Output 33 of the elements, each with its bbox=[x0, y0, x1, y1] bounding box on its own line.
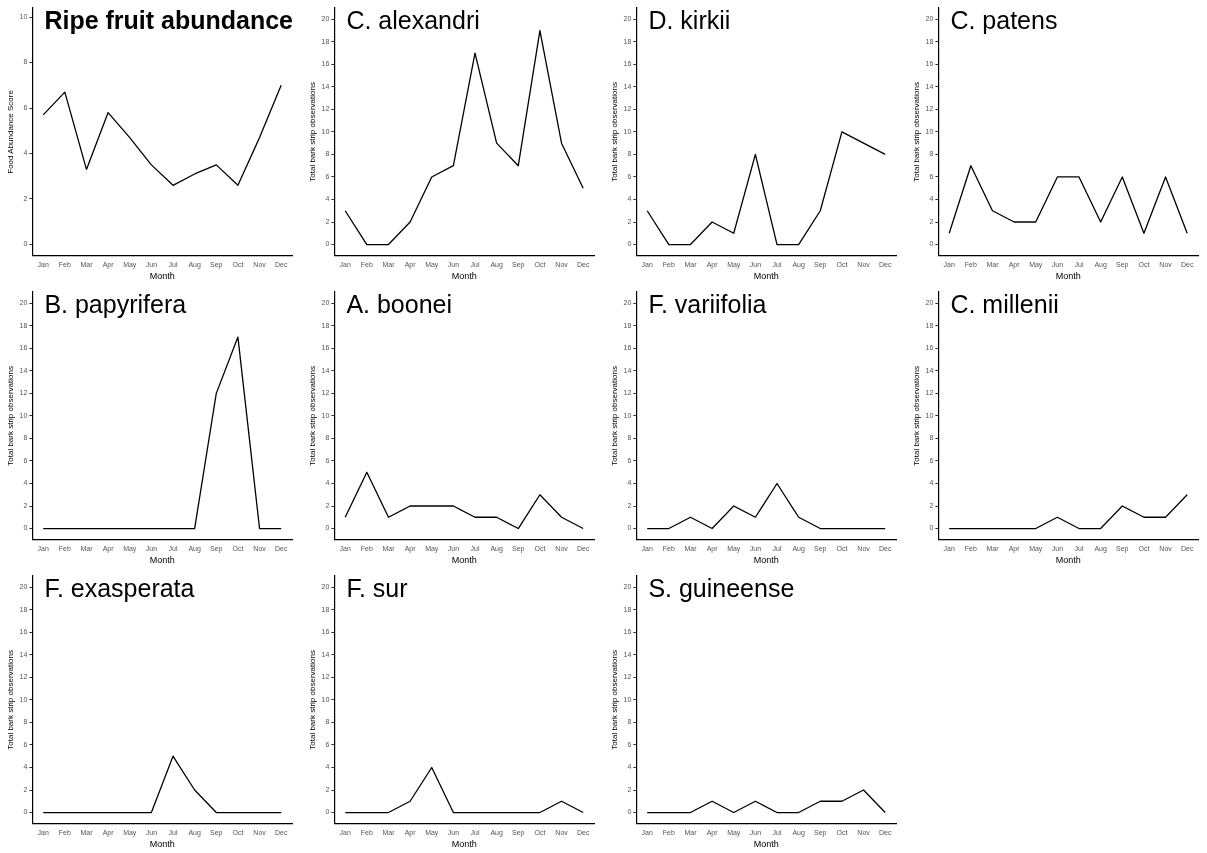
y-axis-title: Total bark strip observations bbox=[308, 82, 317, 182]
x-axis-title: Month bbox=[451, 271, 477, 282]
chart-title: Ripe fruit abundance bbox=[44, 6, 294, 35]
y-axis-title: Total bark strip observations bbox=[6, 366, 15, 466]
chart-title: F. variifolia bbox=[648, 290, 767, 319]
x-axis-title: Month bbox=[1055, 271, 1081, 282]
y-axis-title: Total bark strip observations bbox=[610, 650, 619, 750]
y-axis-title: Total bark strip observations bbox=[912, 82, 921, 182]
x-axis-title: Month bbox=[753, 555, 779, 566]
chart-title: F. exasperata bbox=[44, 574, 195, 603]
x-axis-title: Month bbox=[753, 839, 779, 850]
chart-title: F. sur bbox=[346, 574, 408, 603]
x-axis-title: Month bbox=[1055, 555, 1081, 566]
chart-title: C. patens bbox=[950, 6, 1058, 35]
x-axis-title: Month bbox=[149, 839, 175, 850]
chart-title: D. kirkii bbox=[648, 6, 731, 35]
x-axis-title: Month bbox=[451, 555, 477, 566]
x-axis-title: Month bbox=[753, 271, 779, 282]
chart-title: A. boonei bbox=[346, 290, 453, 319]
y-axis-title: Total bark strip observations bbox=[6, 650, 15, 750]
y-axis-title: Total bark strip observations bbox=[308, 366, 317, 466]
x-axis-title: Month bbox=[451, 839, 477, 850]
y-axis-title: Food Abundance Score bbox=[6, 89, 15, 174]
y-axis-title: Total bark strip observations bbox=[912, 366, 921, 466]
chart-title: S. guineense bbox=[648, 574, 795, 603]
y-axis-title: Total bark strip observations bbox=[610, 366, 619, 466]
y-axis-title: Total bark strip observations bbox=[308, 650, 317, 750]
x-axis-title: Month bbox=[149, 271, 175, 282]
y-axis-title: Total bark strip observations bbox=[610, 82, 619, 182]
chart-title: C. millenii bbox=[950, 290, 1059, 319]
chart-title: C. alexandri bbox=[346, 6, 480, 35]
x-axis-title: Month bbox=[149, 555, 175, 566]
chart-title: B. papyrifera bbox=[44, 290, 187, 319]
